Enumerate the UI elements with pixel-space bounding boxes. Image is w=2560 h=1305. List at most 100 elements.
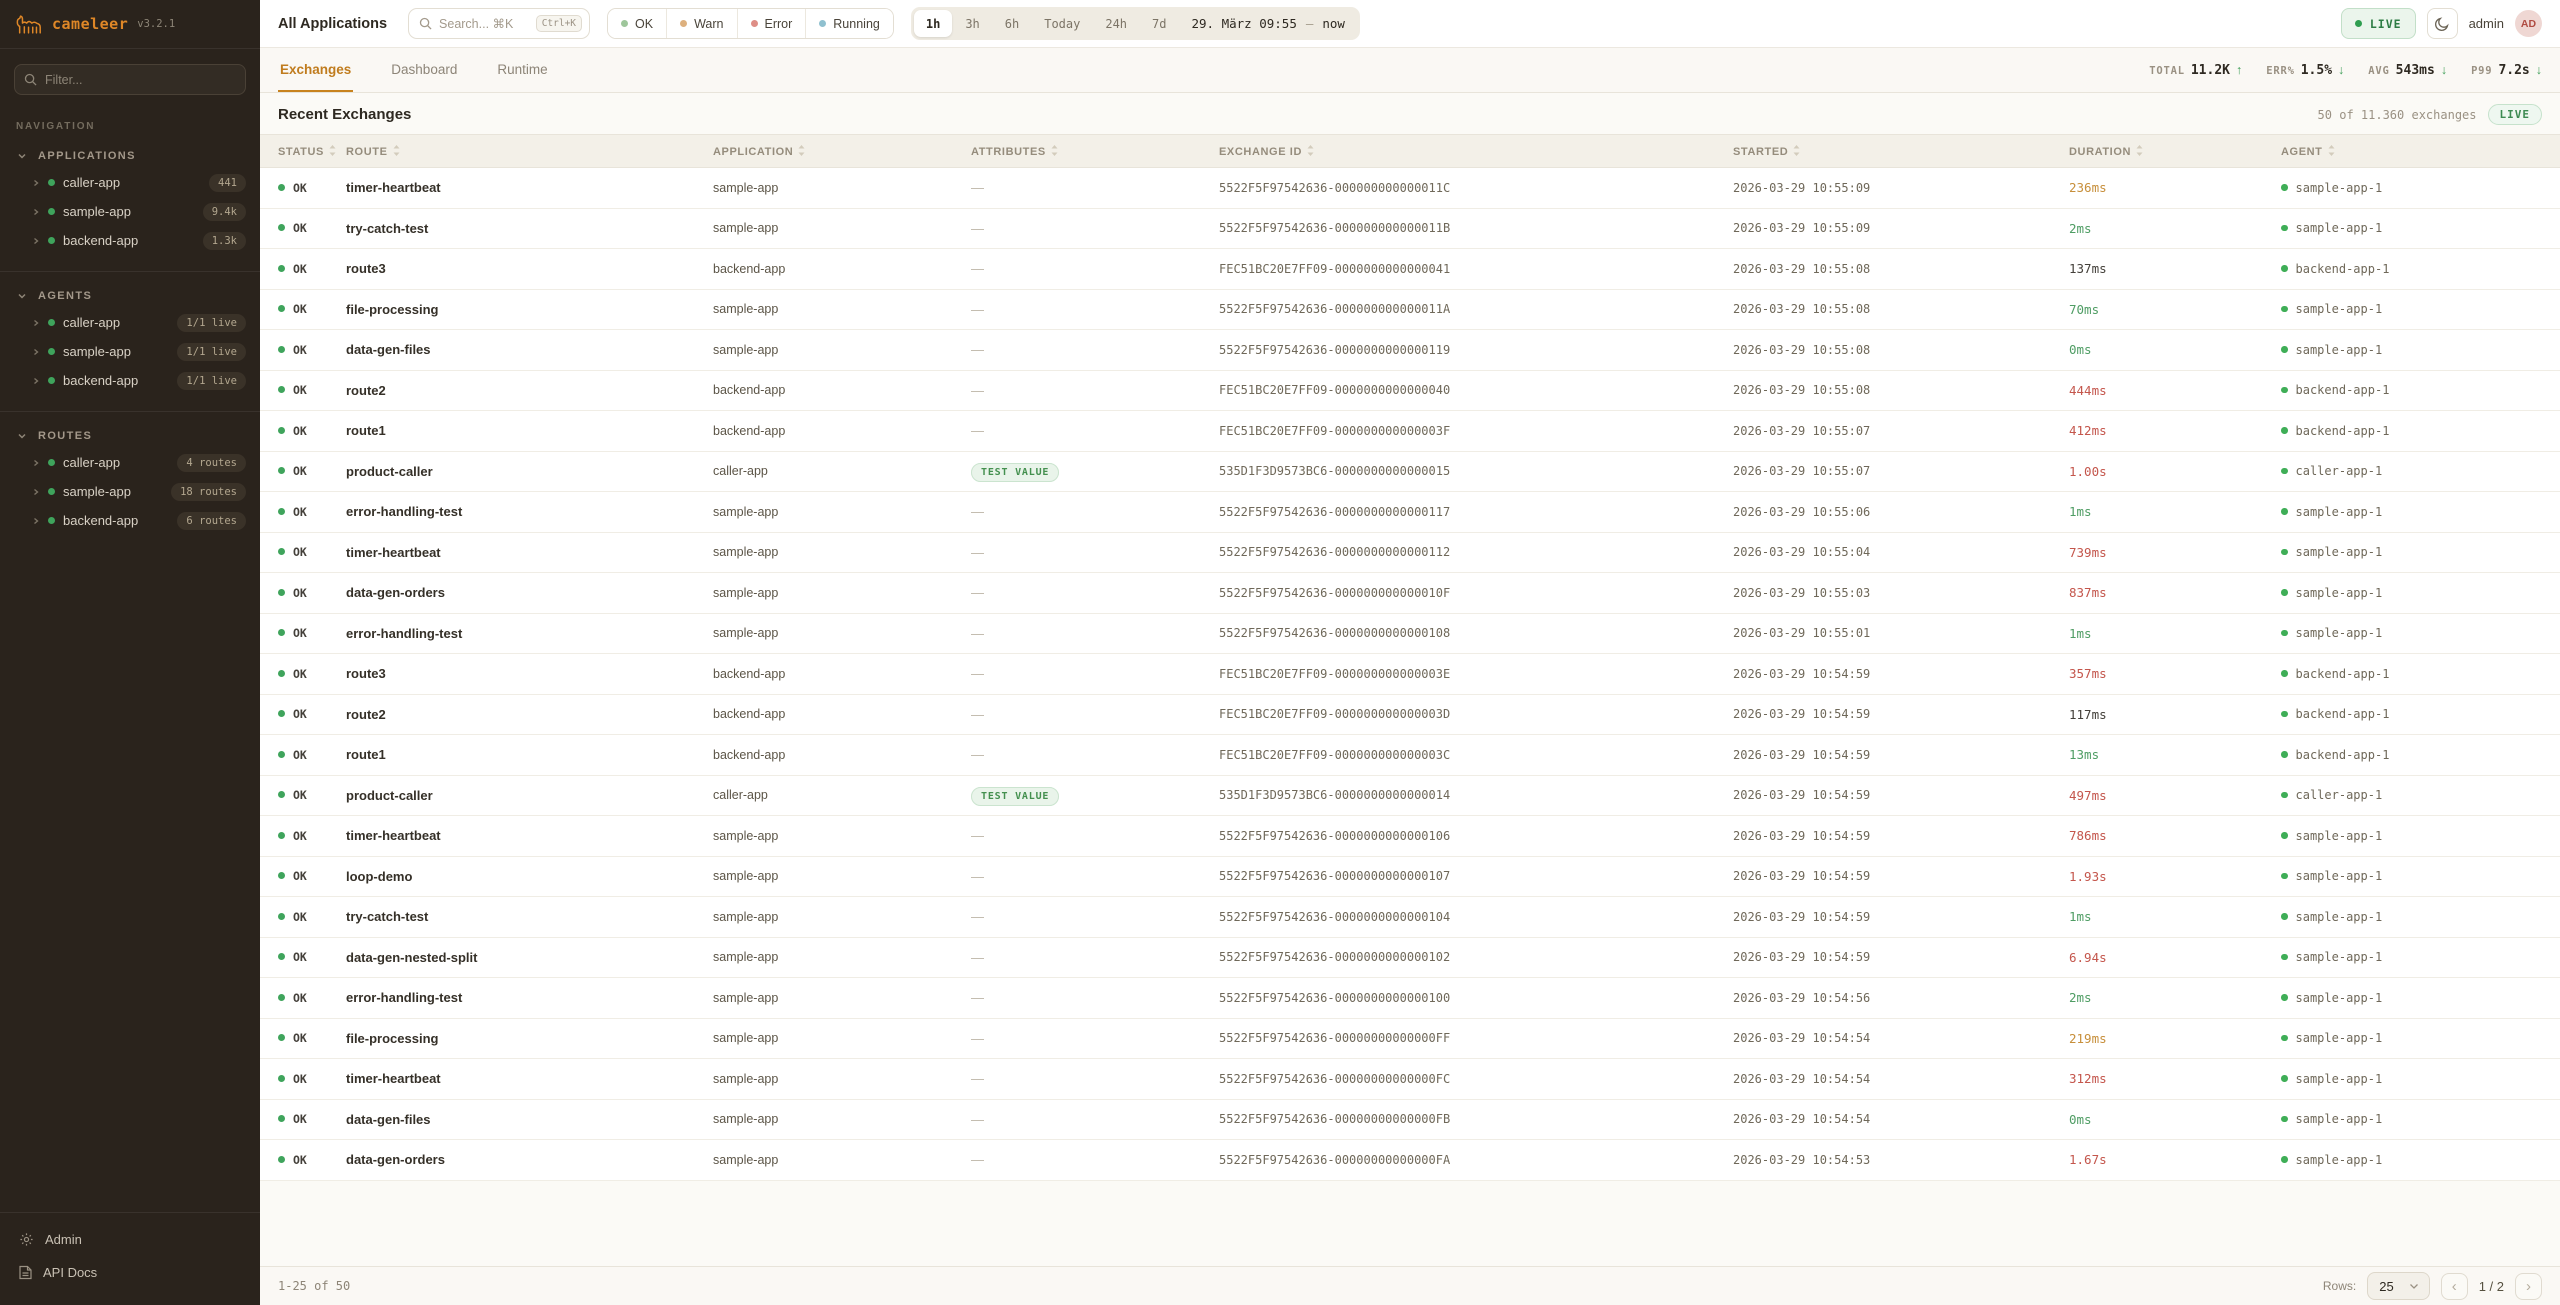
exchange-id-cell: 535D1F3D9573BC6-0000000000000015 <box>1211 451 1725 492</box>
status-cell: OK <box>260 451 338 492</box>
column-header-exchange-id[interactable]: EXCHANGE ID <box>1211 134 1725 168</box>
status-label: OK <box>293 990 307 1005</box>
attributes-cell: — <box>963 410 1211 452</box>
table-row[interactable]: OK try-catch-test sample-app — 5522F5F97… <box>260 208 2560 249</box>
route-cell: try-catch-test <box>338 208 705 249</box>
table-row[interactable]: OK timer-heartbeat sample-app — 5522F5F9… <box>260 815 2560 857</box>
sidebar-item-routes-sample-app[interactable]: sample-app 18 routes <box>0 477 260 506</box>
time-range-display[interactable]: 29. März 09:55 – now <box>1179 16 1356 31</box>
sidebar-item-agents-sample-app[interactable]: sample-app 1/1 live <box>0 337 260 366</box>
column-header-route[interactable]: ROUTE <box>338 134 705 168</box>
status-label: OK <box>293 666 307 681</box>
started-cell: 2026-03-29 10:54:59 <box>1725 937 2061 978</box>
sidebar-item-admin[interactable]: Admin <box>0 1223 260 1256</box>
sidebar-filter-input[interactable] <box>14 64 246 95</box>
sidebar-item-routes-caller-app[interactable]: caller-app 4 routes <box>0 448 260 477</box>
prev-page-button[interactable]: ‹ <box>2440 1272 2468 1300</box>
section-header-right: 50 of 11.360 exchanges LIVE <box>2318 104 2542 125</box>
table-row[interactable]: OK data-gen-orders sample-app — 5522F5F9… <box>260 572 2560 614</box>
sidebar-item-applications-caller-app[interactable]: caller-app 441 <box>0 168 260 197</box>
tab-exchanges[interactable]: Exchanges <box>278 48 354 92</box>
table-row[interactable]: OK timer-heartbeat sample-app — 5522F5F9… <box>260 532 2560 573</box>
column-header-application[interactable]: APPLICATION <box>705 134 963 168</box>
sidebar-item-agents-backend-app[interactable]: backend-app 1/1 live <box>0 366 260 395</box>
table-row[interactable]: OK file-processing sample-app — 5522F5F9… <box>260 289 2560 330</box>
time-range-today[interactable]: Today <box>1032 10 1092 37</box>
sidebar-item-routes-backend-app[interactable]: backend-app 6 routes <box>0 506 260 535</box>
table-row[interactable]: OK loop-demo sample-app — 5522F5F9754263… <box>260 856 2560 897</box>
sidebar-item-badge: 441 <box>209 173 246 192</box>
sidebar-item-badge: 1/1 live <box>177 371 246 390</box>
table-row[interactable]: OK data-gen-files sample-app — 5522F5F97… <box>260 1099 2560 1140</box>
table-row[interactable]: OK try-catch-test sample-app — 5522F5F97… <box>260 896 2560 938</box>
table-row[interactable]: OK data-gen-orders sample-app — 5522F5F9… <box>260 1139 2560 1181</box>
table-row[interactable]: OK error-handling-test sample-app — 5522… <box>260 977 2560 1019</box>
column-header-duration[interactable]: DURATION <box>2061 134 2273 168</box>
attributes-cell: — <box>963 937 1211 978</box>
sidebar-item-agents-caller-app[interactable]: caller-app 1/1 live <box>0 308 260 337</box>
column-header-attributes[interactable]: ATTRIBUTES <box>963 134 1211 168</box>
exchange-id-cell: 5522F5F97542636-0000000000000117 <box>1211 491 1725 533</box>
agent-cell: sample-app-1 <box>2273 208 2560 249</box>
column-header-started[interactable]: STARTED <box>1725 134 2061 168</box>
table-row[interactable]: OK file-processing sample-app — 5522F5F9… <box>260 1018 2560 1059</box>
agent-label: sample-app-1 <box>2295 342 2383 357</box>
time-range-7d[interactable]: 7d <box>1140 10 1178 37</box>
group-header-agents[interactable]: AGENTS <box>0 284 260 308</box>
table-row[interactable]: OK route1 backend-app — FEC51BC20E7FF09-… <box>260 410 2560 452</box>
table-row[interactable]: OK data-gen-files sample-app — 5522F5F97… <box>260 329 2560 371</box>
exchange-id-cell: FEC51BC20E7FF09-000000000000003C <box>1211 734 1725 776</box>
live-toggle-button[interactable]: LIVE <box>2340 8 2416 39</box>
sidebar-item-label: sample-app <box>63 484 131 499</box>
status-dot-icon <box>278 791 285 799</box>
column-header-agent[interactable]: AGENT <box>2273 134 2560 168</box>
table-row[interactable]: OK route3 backend-app — FEC51BC20E7FF09-… <box>260 653 2560 695</box>
attributes-cell: — <box>963 815 1211 857</box>
time-range-24h[interactable]: 24h <box>1093 10 1139 37</box>
time-range-6h[interactable]: 6h <box>993 10 1031 37</box>
stat-label: TOTAL <box>2149 64 2185 77</box>
table-row[interactable]: OK route3 backend-app — FEC51BC20E7FF09-… <box>260 248 2560 290</box>
table-row[interactable]: OK timer-heartbeat sample-app — 5522F5F9… <box>260 1058 2560 1100</box>
table-row[interactable]: OK product-caller caller-app TEST VALUE … <box>260 775 2560 816</box>
time-range-1h[interactable]: 1h <box>913 10 953 37</box>
application-cell: sample-app <box>705 1058 963 1100</box>
agent-dot-icon <box>2281 629 2288 637</box>
sidebar-item-applications-backend-app[interactable]: backend-app 1.3k <box>0 226 260 255</box>
duration-cell: 1.00s <box>2061 451 2273 492</box>
status-filter-ok[interactable]: OK <box>608 9 668 38</box>
search-box[interactable]: Ctrl+K <box>408 8 591 39</box>
sidebar-item-applications-sample-app[interactable]: sample-app 9.4k <box>0 197 260 226</box>
table-row[interactable]: OK route2 backend-app — FEC51BC20E7FF09-… <box>260 694 2560 735</box>
theme-toggle-button[interactable] <box>2426 8 2458 39</box>
status-cell: OK <box>260 572 338 614</box>
tab-runtime[interactable]: Runtime <box>497 61 548 77</box>
table-row[interactable]: OK error-handling-test sample-app — 5522… <box>260 491 2560 533</box>
table-row[interactable]: OK error-handling-test sample-app — 5522… <box>260 613 2560 654</box>
agent-cell: sample-app-1 <box>2273 329 2560 371</box>
status-filter-running[interactable]: Running <box>806 9 893 38</box>
trend-down-icon: ↓ <box>2440 62 2448 77</box>
stat-label: ERR% <box>2266 64 2295 77</box>
status-filter-warn[interactable]: Warn <box>667 9 738 38</box>
route-cell: product-caller <box>338 775 705 816</box>
group-header-applications[interactable]: APPLICATIONS <box>0 144 260 168</box>
table-row[interactable]: OK route2 backend-app — FEC51BC20E7FF09-… <box>260 370 2560 411</box>
route-cell: route2 <box>338 370 705 411</box>
table-row[interactable]: OK timer-heartbeat sample-app — 5522F5F9… <box>260 167 2560 209</box>
rows-per-page-select[interactable]: 25 <box>2367 1272 2430 1300</box>
sidebar-item-api-docs[interactable]: API Docs <box>0 1256 260 1289</box>
tab-dashboard[interactable]: Dashboard <box>391 61 458 77</box>
table-row[interactable]: OK route1 backend-app — FEC51BC20E7FF09-… <box>260 734 2560 776</box>
agent-dot-icon <box>2281 184 2288 191</box>
search-input[interactable] <box>439 16 529 31</box>
time-range-3h[interactable]: 3h <box>953 10 991 37</box>
table-row[interactable]: OK data-gen-nested-split sample-app — 55… <box>260 937 2560 978</box>
avatar[interactable]: AD <box>2515 10 2542 37</box>
started-cell: 2026-03-29 10:55:04 <box>1725 532 2061 573</box>
status-filter-error[interactable]: Error <box>737 9 807 38</box>
group-header-routes[interactable]: ROUTES <box>0 424 260 448</box>
next-page-button[interactable]: › <box>2515 1272 2542 1300</box>
table-row[interactable]: OK product-caller caller-app TEST VALUE … <box>260 451 2560 492</box>
column-header-status[interactable]: STATUS <box>260 134 338 168</box>
